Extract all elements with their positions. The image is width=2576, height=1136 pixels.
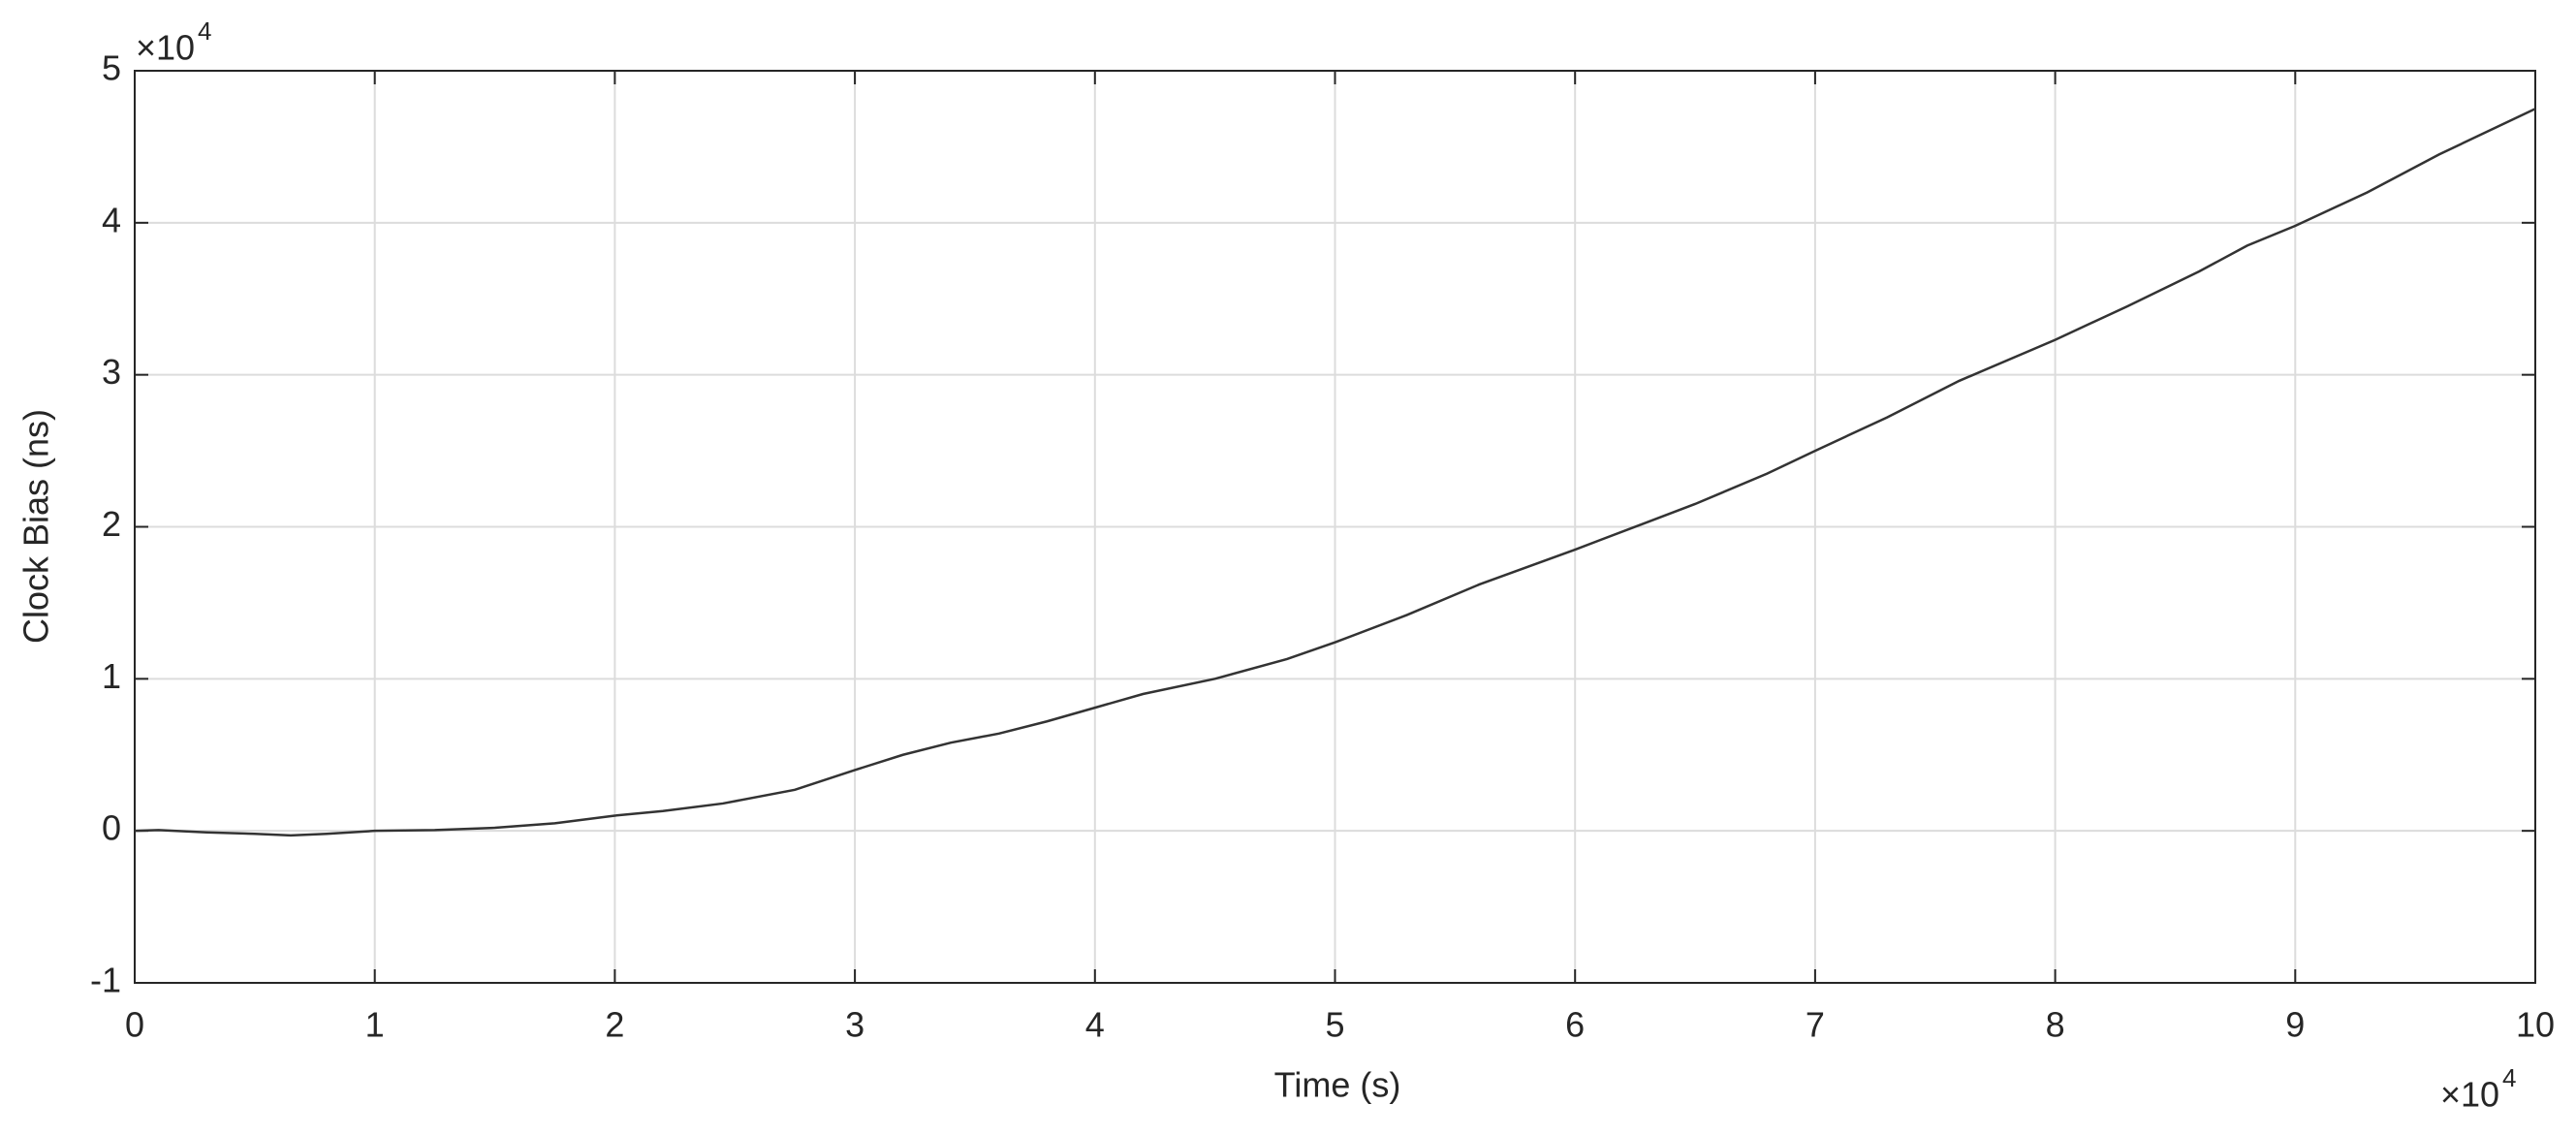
- x-tick-label: 2: [605, 1005, 624, 1045]
- x-tick-label: 10: [2516, 1005, 2555, 1045]
- y-axis-label: Clock Bias (ns): [16, 409, 56, 644]
- y-tick-label: -1: [90, 961, 121, 1000]
- x-multiplier: ×10: [2440, 1075, 2499, 1115]
- y-multiplier: ×10: [136, 28, 195, 68]
- x-axis-label: Time (s): [1274, 1065, 1401, 1105]
- y-tick-label: 0: [102, 808, 121, 848]
- axes-box: [134, 70, 2536, 984]
- x-tick-label: 9: [2285, 1005, 2305, 1045]
- y-tick-label: 1: [102, 656, 121, 696]
- y-multiplier-exponent: 4: [198, 16, 211, 46]
- y-tick-label: 5: [102, 48, 121, 88]
- x-tick-label: 7: [1806, 1005, 1825, 1045]
- x-tick-label: 3: [845, 1005, 864, 1045]
- x-tick-label: 4: [1085, 1005, 1105, 1045]
- y-tick-label: 2: [102, 504, 121, 544]
- x-multiplier-exponent: 4: [2502, 1063, 2516, 1092]
- data-line: [134, 108, 2536, 837]
- y-tick-label: 4: [102, 200, 121, 239]
- x-tick-label: 1: [365, 1005, 385, 1045]
- x-tick-label: 0: [125, 1005, 144, 1045]
- x-tick-label: 8: [2046, 1005, 2065, 1045]
- x-tick-label: 5: [1325, 1005, 1344, 1045]
- y-tick-label: 3: [102, 352, 121, 392]
- x-tick-label: 6: [1565, 1005, 1585, 1045]
